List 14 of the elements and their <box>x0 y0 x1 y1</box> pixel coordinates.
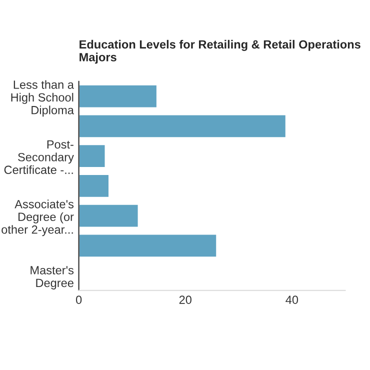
y-tick-label: Associate's Degree (or other 2-year... <box>2 200 74 236</box>
bar <box>78 203 140 228</box>
bar <box>78 144 106 168</box>
chart-title: Education Levels for Retailing & Retail Operations Majors <box>80 40 360 64</box>
y-tick-label: Less than a High School Diploma <box>11 80 74 117</box>
y-tick-label: Master's Degree <box>30 266 74 290</box>
bar <box>78 114 287 139</box>
bar <box>78 84 158 109</box>
bar <box>78 174 110 198</box>
x-tick-label: 20 <box>179 296 192 304</box>
bar <box>78 233 218 258</box>
x-tick-label: 0 <box>76 296 82 304</box>
x-tick-label: 40 <box>286 296 298 304</box>
y-tick-label: Post- Secondary Certificate -... <box>4 140 74 174</box>
